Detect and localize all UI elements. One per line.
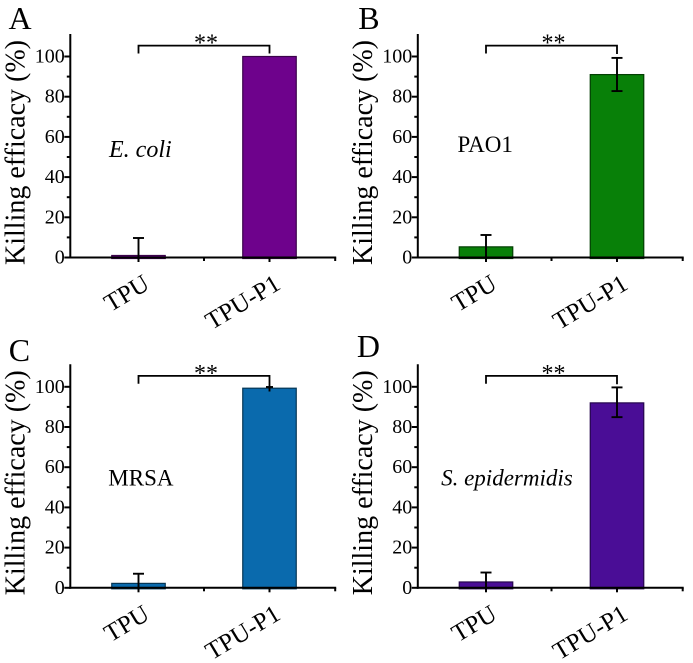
svg-text:20: 20 [392, 537, 412, 559]
svg-text:Killing efficacy (%): Killing efficacy (%) [1, 40, 32, 265]
svg-text:Killing efficacy (%): Killing efficacy (%) [1, 370, 32, 595]
svg-text:40: 40 [45, 166, 65, 188]
svg-text:60: 60 [45, 126, 65, 148]
svg-text:40: 40 [392, 166, 412, 188]
svg-text:60: 60 [45, 456, 65, 478]
svg-text:0: 0 [402, 247, 412, 269]
svg-text:Killing efficacy (%): Killing efficacy (%) [348, 40, 379, 265]
svg-text:40: 40 [45, 496, 65, 518]
svg-text:20: 20 [45, 537, 65, 559]
svg-text:80: 80 [392, 416, 412, 438]
svg-text:80: 80 [45, 416, 65, 438]
svg-text:0: 0 [55, 577, 65, 599]
svg-text:**: ** [194, 361, 218, 387]
svg-text:Killing efficacy (%): Killing efficacy (%) [348, 370, 379, 595]
svg-text:**: ** [194, 31, 218, 57]
svg-text:E. coli: E. coli [108, 137, 172, 163]
svg-text:MRSA: MRSA [108, 465, 174, 490]
svg-text:80: 80 [45, 86, 65, 108]
svg-text:80: 80 [392, 86, 412, 108]
svg-text:PAO1: PAO1 [458, 132, 513, 157]
svg-text:**: ** [542, 361, 566, 387]
svg-text:S. epidermidis: S. epidermidis [441, 466, 573, 491]
svg-text:60: 60 [392, 456, 412, 478]
svg-text:0: 0 [55, 247, 65, 269]
svg-text:40: 40 [392, 496, 412, 518]
svg-text:100: 100 [382, 46, 412, 68]
svg-text:60: 60 [392, 126, 412, 148]
svg-text:20: 20 [45, 206, 65, 228]
svg-text:100: 100 [382, 376, 412, 398]
svg-text:B: B [358, 0, 379, 36]
svg-text:C: C [9, 332, 30, 368]
svg-text:100: 100 [35, 376, 65, 398]
svg-text:D: D [357, 328, 380, 364]
svg-text:100: 100 [35, 46, 65, 68]
svg-text:A: A [9, 0, 32, 36]
svg-text:**: ** [542, 31, 566, 57]
svg-text:20: 20 [392, 206, 412, 228]
svg-text:0: 0 [402, 577, 412, 599]
